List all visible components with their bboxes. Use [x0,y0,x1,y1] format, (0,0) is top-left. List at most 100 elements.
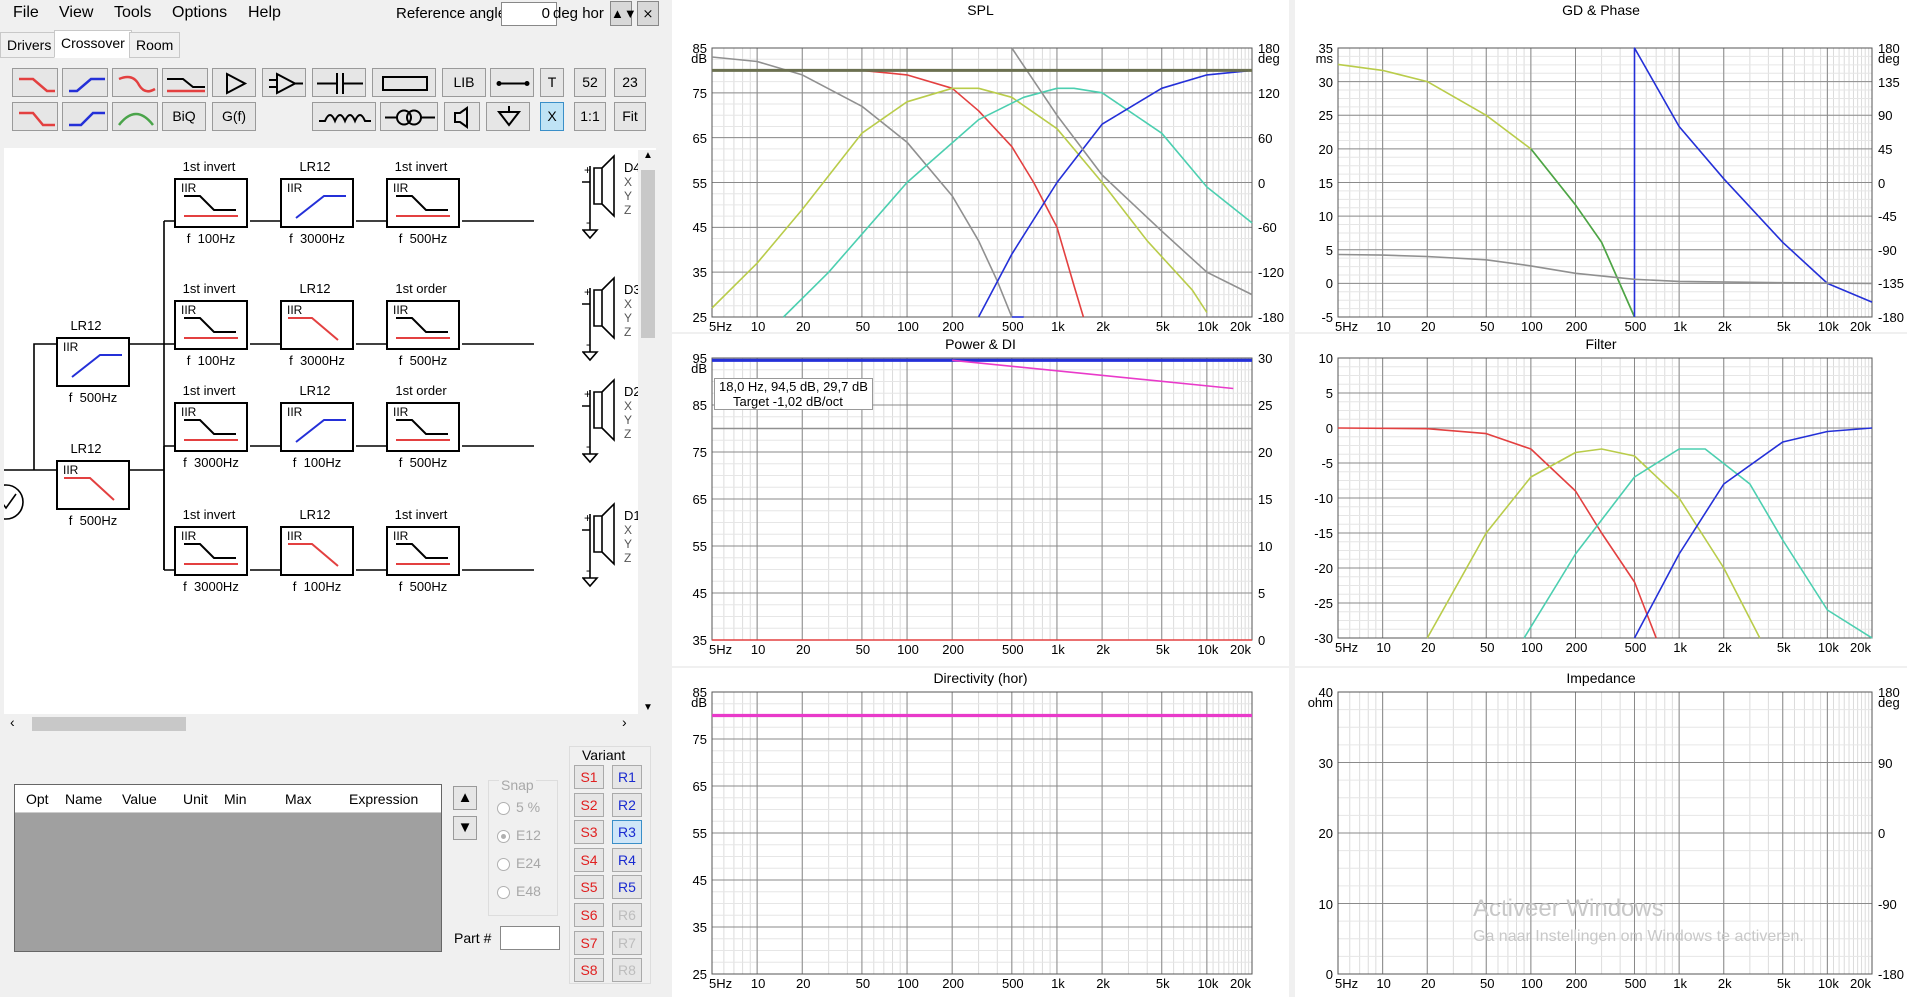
variant-r2-button[interactable]: R2 [612,792,642,817]
snap-e48-radio[interactable]: E48 [497,883,541,899]
scroll-down-icon[interactable]: ▼ [643,702,653,713]
filter-freq: f 500Hz [398,579,448,594]
filter-block-invert[interactable]: IIR [174,402,248,452]
filter-block-invert[interactable]: IIR [174,300,248,350]
tab-room[interactable]: Room [129,32,181,58]
chart-panel-power[interactable]: Power & DI 95 85 75 65 55 45 35 30 25 20 15 10 5 0 dB 5H… [672,334,1289,666]
filter-block-invert[interactable]: IIR [386,526,460,576]
column-max[interactable]: Max [285,791,312,807]
menu-options[interactable]: Options [172,4,228,21]
invert-filter-button[interactable] [162,68,208,97]
library-button[interactable]: LIB [442,68,486,97]
filter-block-highpass[interactable]: IIR [56,337,130,387]
variant-s5-button[interactable]: S5 [574,875,604,900]
size-23-button[interactable]: 23 [614,68,646,97]
filter-block-hp[interactable]: IIR [280,402,354,452]
shelf-filter-button[interactable] [112,68,158,97]
snap-5pct-radio[interactable]: 5 % [497,799,540,815]
angle-reset-button[interactable]: ⨯ [637,1,659,26]
ground-button[interactable] [486,102,530,131]
chart-panel-imp[interactable]: Impedance 40 30 20 10 0 180 90 0 -90 -180 ohm deg 5Hz… [1295,668,1907,997]
amplifier-button[interactable] [212,68,256,97]
filter-block-invert[interactable]: IIR [386,178,460,228]
column-unit[interactable]: Unit [183,791,208,807]
zoom-fit-button[interactable]: Fit [614,102,646,131]
filter-block-lp[interactable]: IIR [280,300,354,350]
horizontal-scroll-thumb[interactable] [32,717,186,731]
scroll-right-icon[interactable]: › [622,714,627,730]
resistor-button[interactable] [372,68,436,97]
variant-s8-button[interactable]: S8 [574,958,604,983]
variant-r6-button[interactable]: R6 [612,903,642,927]
angle-spin-button[interactable]: ▲▼ [610,1,637,26]
variant-s3-button[interactable]: S3 [574,820,604,845]
menu-file[interactable]: File [13,4,39,21]
part-number-input[interactable] [500,926,560,950]
column-expression[interactable]: Expression [349,791,419,807]
biquad-button[interactable]: BiQ [162,102,206,131]
schematic-vertical-scrollbar[interactable]: ▲ ▼ [638,150,658,720]
filter-block-invert[interactable]: IIR [174,178,248,228]
chart-panel-spl[interactable]: SPL 85 75 65 55 45 35 25 180 120 60 0 -60 -120 -180 dB d… [672,0,1289,334]
lowpass-red-button[interactable] [12,102,58,131]
variant-r1-button[interactable]: R1 [612,765,642,789]
schematic-horizontal-scrollbar[interactable]: ‹ › [4,714,640,734]
optimizer-parameter-table[interactable]: Opt Name Value Unit Min Max Expression [14,784,442,952]
menu-view[interactable]: View [59,4,94,21]
transfer-function-button[interactable]: G(f) [212,102,256,131]
chart-panel-dir[interactable]: Directivity (hor) 85 75 65 55 45 35 25 dB 5Hz 10 20… [672,668,1289,997]
scroll-left-icon[interactable]: ‹ [10,714,15,730]
chart-panel-gd[interactable]: GD & Phase 35 30 25 20 15 10 5 0 -5 180 135 90 45 0 -45… [1295,0,1907,334]
tab-drivers[interactable]: Drivers [0,32,59,58]
filter-block-invert[interactable]: IIR [174,526,248,576]
crossover-schematic[interactable]: LR12 IIR f 500Hz LR12 IIR f 500Hz 1st in… [4,148,656,720]
transformer-button[interactable] [380,102,438,131]
menu-help[interactable]: Help [248,4,281,21]
snap-e12-radio[interactable]: E12 [497,827,541,843]
variant-r5-button[interactable]: R5 [612,875,642,900]
variant-r7-button[interactable]: R7 [612,930,642,955]
highpass-filter-button[interactable] [62,68,108,97]
variant-s2-button[interactable]: S2 [574,792,604,817]
snap-group: Snap 5 % E12 E24 E48 [488,777,558,916]
column-min[interactable]: Min [224,791,247,807]
svg-text:+: + [584,387,591,401]
column-name[interactable]: Name [65,791,103,807]
move-up-button[interactable]: ▲ [453,786,477,810]
zoom-1to1-button[interactable]: 1:1 [574,102,606,131]
buffer-button[interactable] [262,68,306,97]
variant-r4-button[interactable]: R4 [612,847,642,872]
filter-block-order[interactable]: IIR [386,300,460,350]
filter-block-order[interactable]: IIR [386,402,460,452]
vertical-scroll-thumb[interactable] [641,170,655,338]
snap-e24-radio[interactable]: E24 [497,855,541,871]
variant-s1-button[interactable]: S1 [574,765,604,789]
tab-crossover[interactable]: Crossover [54,30,132,58]
chart-panel-filter[interactable]: Filter 10 5 0 -5 -10 -15 -20 -25 -30 5Hz 10 20 50 100 2… [1295,334,1907,666]
lowpass-filter-button[interactable] [12,68,58,97]
variant-s6-button[interactable]: S6 [574,903,604,927]
capacitor-button[interactable] [312,68,366,97]
x-toggle-button[interactable]: X [540,102,564,131]
scroll-up-icon[interactable]: ▲ [643,150,653,161]
variant-r3-button[interactable]: R3 [612,820,642,845]
menu-tools[interactable]: Tools [114,4,152,21]
size-52-button[interactable]: 52 [574,68,606,97]
text-button[interactable]: T [540,68,564,97]
bandpass-button[interactable] [112,102,158,131]
move-down-button[interactable]: ▼ [453,816,477,840]
column-opt[interactable]: Opt [26,791,49,807]
inductor-button[interactable] [312,102,376,131]
filter-block-hp[interactable]: IIR [280,178,354,228]
variant-s4-button[interactable]: S4 [574,847,604,872]
column-value[interactable]: Value [122,791,157,807]
wire-button[interactable] [490,68,534,97]
reference-angle-input[interactable]: 0 [501,2,557,26]
speaker-button[interactable] [444,102,480,131]
filter-block-lowpass[interactable]: IIR [56,460,130,510]
variant-r8-button[interactable]: R8 [612,958,642,983]
variant-s7-button[interactable]: S7 [574,930,604,955]
highpass-blue-button[interactable] [62,102,108,131]
filter-block-lp[interactable]: IIR [280,526,354,576]
